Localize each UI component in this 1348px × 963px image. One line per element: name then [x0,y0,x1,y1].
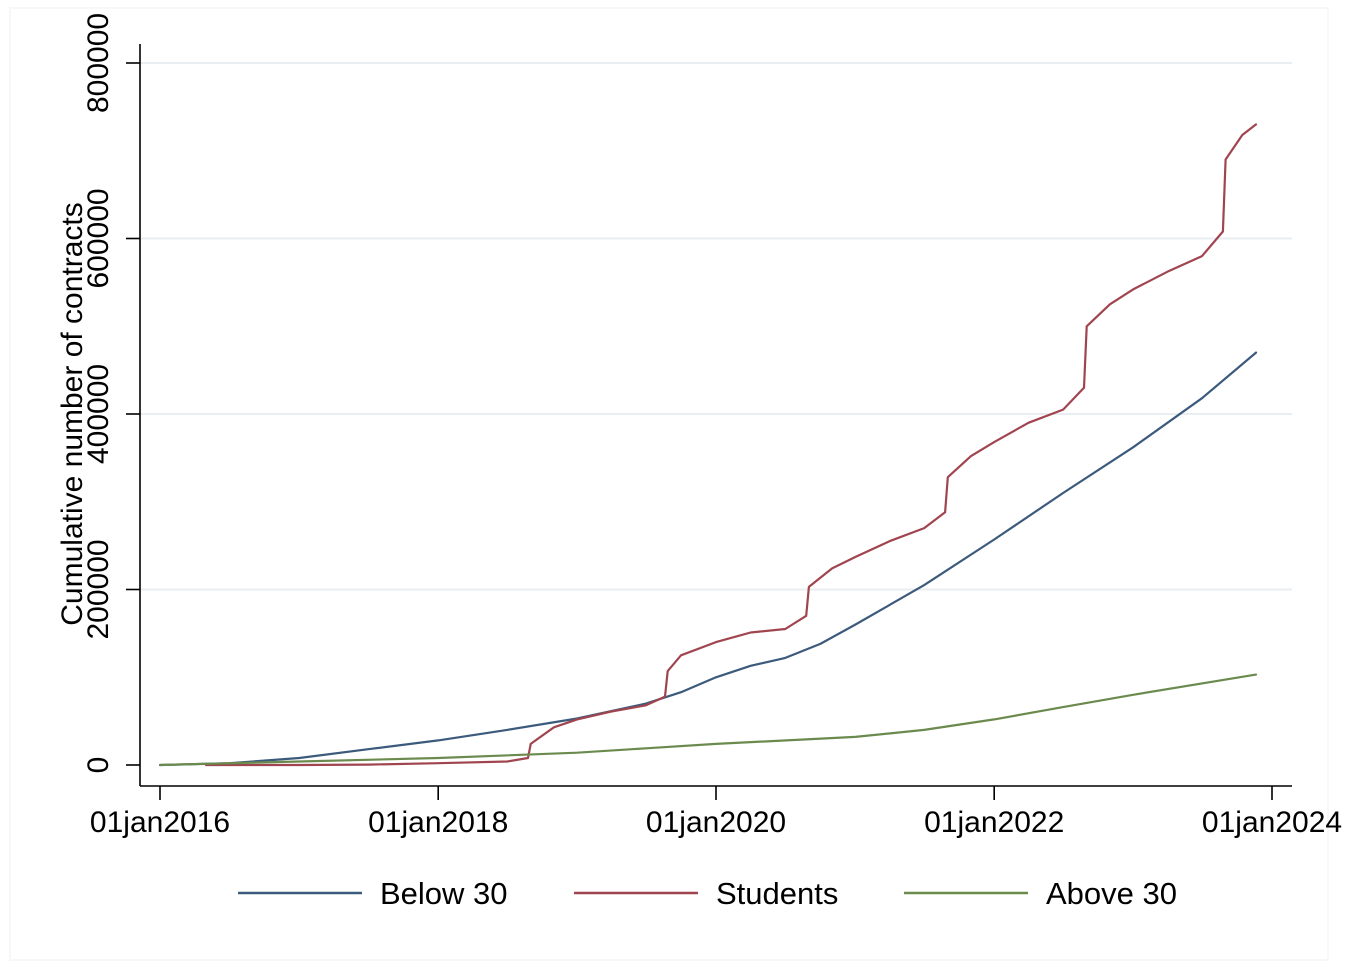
series-line-2 [204,123,1258,767]
y-ticks: 0 200000 400000 600000 800000 [82,13,140,773]
y-tick-label: 400000 [82,364,115,464]
x-tick-label: 01jan2016 [90,806,230,839]
y-tick-label: 200000 [82,539,115,639]
legend: Below 30 Students Above 30 [238,876,1177,911]
gridlines [140,62,1292,591]
y-tick-label: 600000 [82,188,115,288]
graph-region-background [9,7,1329,961]
series-line-1 [158,351,1258,767]
legend-label: Above 30 [1046,876,1177,911]
y-tick-label: 0 [82,757,115,774]
legend-label: Students [716,876,838,911]
x-tick-label: 01jan2018 [368,806,508,839]
x-tick-label: 01jan2022 [924,806,1064,839]
series-lines [158,123,1258,767]
x-tick-label: 01jan2024 [1202,806,1342,839]
series-line-3 [158,673,1258,767]
y-axis-title: Cumulative number of contracts [56,202,89,626]
y-tick-label: 800000 [82,13,115,113]
legend-label: Below 30 [380,876,508,911]
x-tick-label: 01jan2020 [646,806,786,839]
x-ticks: 01jan2016 01jan2018 01jan2020 01jan2022 01ja… [90,786,1342,839]
